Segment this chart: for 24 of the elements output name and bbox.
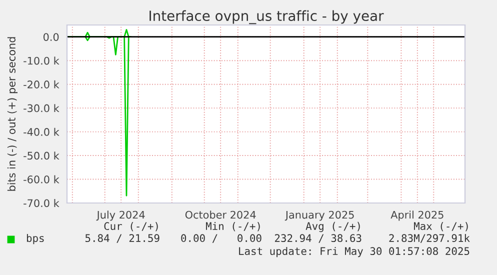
text: 2.83M/297.91k — [389, 234, 470, 243]
text: Cur (-/+) — [104, 222, 158, 232]
text: Avg (-/+) — [306, 222, 360, 232]
text: Max (-/+) — [414, 222, 468, 232]
x-tick-label: October 2024 — [185, 210, 256, 219]
text: 0.00 / 0.00 — [181, 234, 262, 243]
text: Last update: Fri May 30 01:57:08 2025 — [239, 246, 470, 258]
y-tick-label: -30.0 k — [24, 104, 60, 112]
y-tick-label: -20.0 k — [24, 80, 60, 88]
y-tick-label: -50.0 k — [24, 152, 60, 160]
y-tick-label: -10.0 k — [24, 56, 60, 65]
y-tick-label: -60.0 k — [24, 175, 60, 184]
chart-title: Interface ovpn_us traffic - by year — [150, 10, 384, 24]
x-tick-label: January 2025 — [284, 210, 354, 221]
text: 232.94 / 38.63 — [274, 234, 362, 243]
text: 5.84 / 21.59 — [85, 234, 160, 243]
y-tick-label: -70.0 k — [24, 199, 60, 208]
y-tick-label: 0.0 — [43, 33, 59, 41]
x-tick-label: April 2025 — [390, 210, 444, 221]
y-axis-title: bits in (-) / out (+) per second — [7, 37, 18, 191]
y-tick-label: -40.0 k — [24, 128, 60, 136]
x-tick-label: July 2024 — [96, 210, 145, 221]
text: Min (-/+) — [206, 222, 260, 232]
legend-label: bps — [26, 234, 44, 244]
